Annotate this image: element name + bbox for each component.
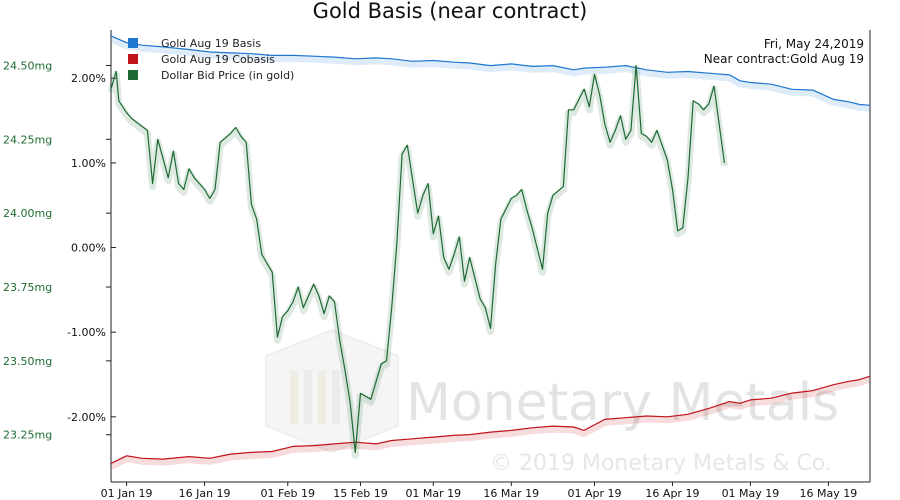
left-tick-label: 23.75mg <box>3 281 52 294</box>
legend-label-cobasis: Gold Aug 19 Cobasis <box>161 53 275 66</box>
x-axis-ticks: 01 Jan 19 16 Jan 19 01 Feb 19 15 Feb 19 01 M… <box>101 482 858 500</box>
left-tick-label: 24.25mg <box>3 133 52 146</box>
legend-label-basis: Gold Aug 19 Basis <box>161 37 261 50</box>
x-tick-label: 01 May 19 <box>722 487 780 500</box>
legend: Gold Aug 19 Basis Gold Aug 19 Cobasis Do… <box>128 37 294 82</box>
series-line-basis <box>110 35 871 106</box>
watermark-brand: Monetary Metals <box>406 373 839 433</box>
series-line-cobasis <box>110 375 871 464</box>
x-tick-label: 16 Jan 19 <box>179 487 231 500</box>
pct-tick-label: 0.00% <box>71 242 106 255</box>
x-tick-label: 16 Mar 19 <box>483 487 539 500</box>
left-tick-label: 23.25mg <box>3 429 52 442</box>
x-tick-label: 15 Feb 19 <box>333 487 387 500</box>
right-axis-ticks: 2.00% 1.00% 0.00% -1.00% -2.00% <box>67 72 116 424</box>
legend-swatch-cobasis <box>128 54 138 64</box>
series-glow-basis <box>109 35 871 112</box>
legend-item-cobasis[interactable]: Gold Aug 19 Cobasis <box>128 53 275 66</box>
info-near-contract: Near contract:Gold Aug 19 <box>704 52 864 66</box>
watermark-copyright: © 2019 Monetary Metals & Co. <box>490 451 832 476</box>
x-tick-label: 01 Mar 19 <box>405 487 461 500</box>
legend-swatch-basis <box>128 38 138 48</box>
x-tick-label: 16 May 19 <box>800 487 858 500</box>
pct-tick-label: 2.00% <box>71 72 106 85</box>
left-axis-ticks: 24.50mg 24.25mg 24.00mg 23.75mg 23.50mg 23.25… <box>3 59 111 442</box>
watermark: Monetary Metals © 2019 Monetary Metals &… <box>265 328 839 476</box>
series-layer <box>107 35 872 470</box>
x-tick-label: 01 Apr 19 <box>567 487 621 500</box>
info-date: Fri, May 24,2019 <box>764 37 864 51</box>
pct-tick-label: 1.00% <box>71 157 106 170</box>
legend-label-dollar-bid: Dollar Bid Price (in gold) <box>161 69 294 82</box>
legend-item-basis[interactable]: Gold Aug 19 Basis <box>128 37 261 50</box>
series-line-dollar-bid <box>110 64 725 454</box>
legend-swatch-dollar-bid <box>128 70 138 80</box>
left-tick-label: 24.00mg <box>3 207 52 220</box>
info-box: Fri, May 24,2019 Near contract:Gold Aug … <box>704 37 864 66</box>
pct-tick-label: -2.00% <box>67 411 106 424</box>
x-tick-label: 01 Feb 19 <box>261 487 315 500</box>
left-tick-label: 24.50mg <box>3 59 52 72</box>
legend-item-dollar-bid[interactable]: Dollar Bid Price (in gold) <box>128 69 294 82</box>
pct-tick-label: -1.00% <box>67 326 106 339</box>
watermark-logo <box>265 328 399 454</box>
series-glow-cobasis <box>109 375 872 470</box>
x-tick-label: 16 Apr 19 <box>645 487 699 500</box>
left-tick-label: 23.50mg <box>3 355 52 368</box>
chart-title: Gold Basis (near contract) <box>313 0 588 23</box>
x-tick-label: 01 Jan 19 <box>101 487 153 500</box>
